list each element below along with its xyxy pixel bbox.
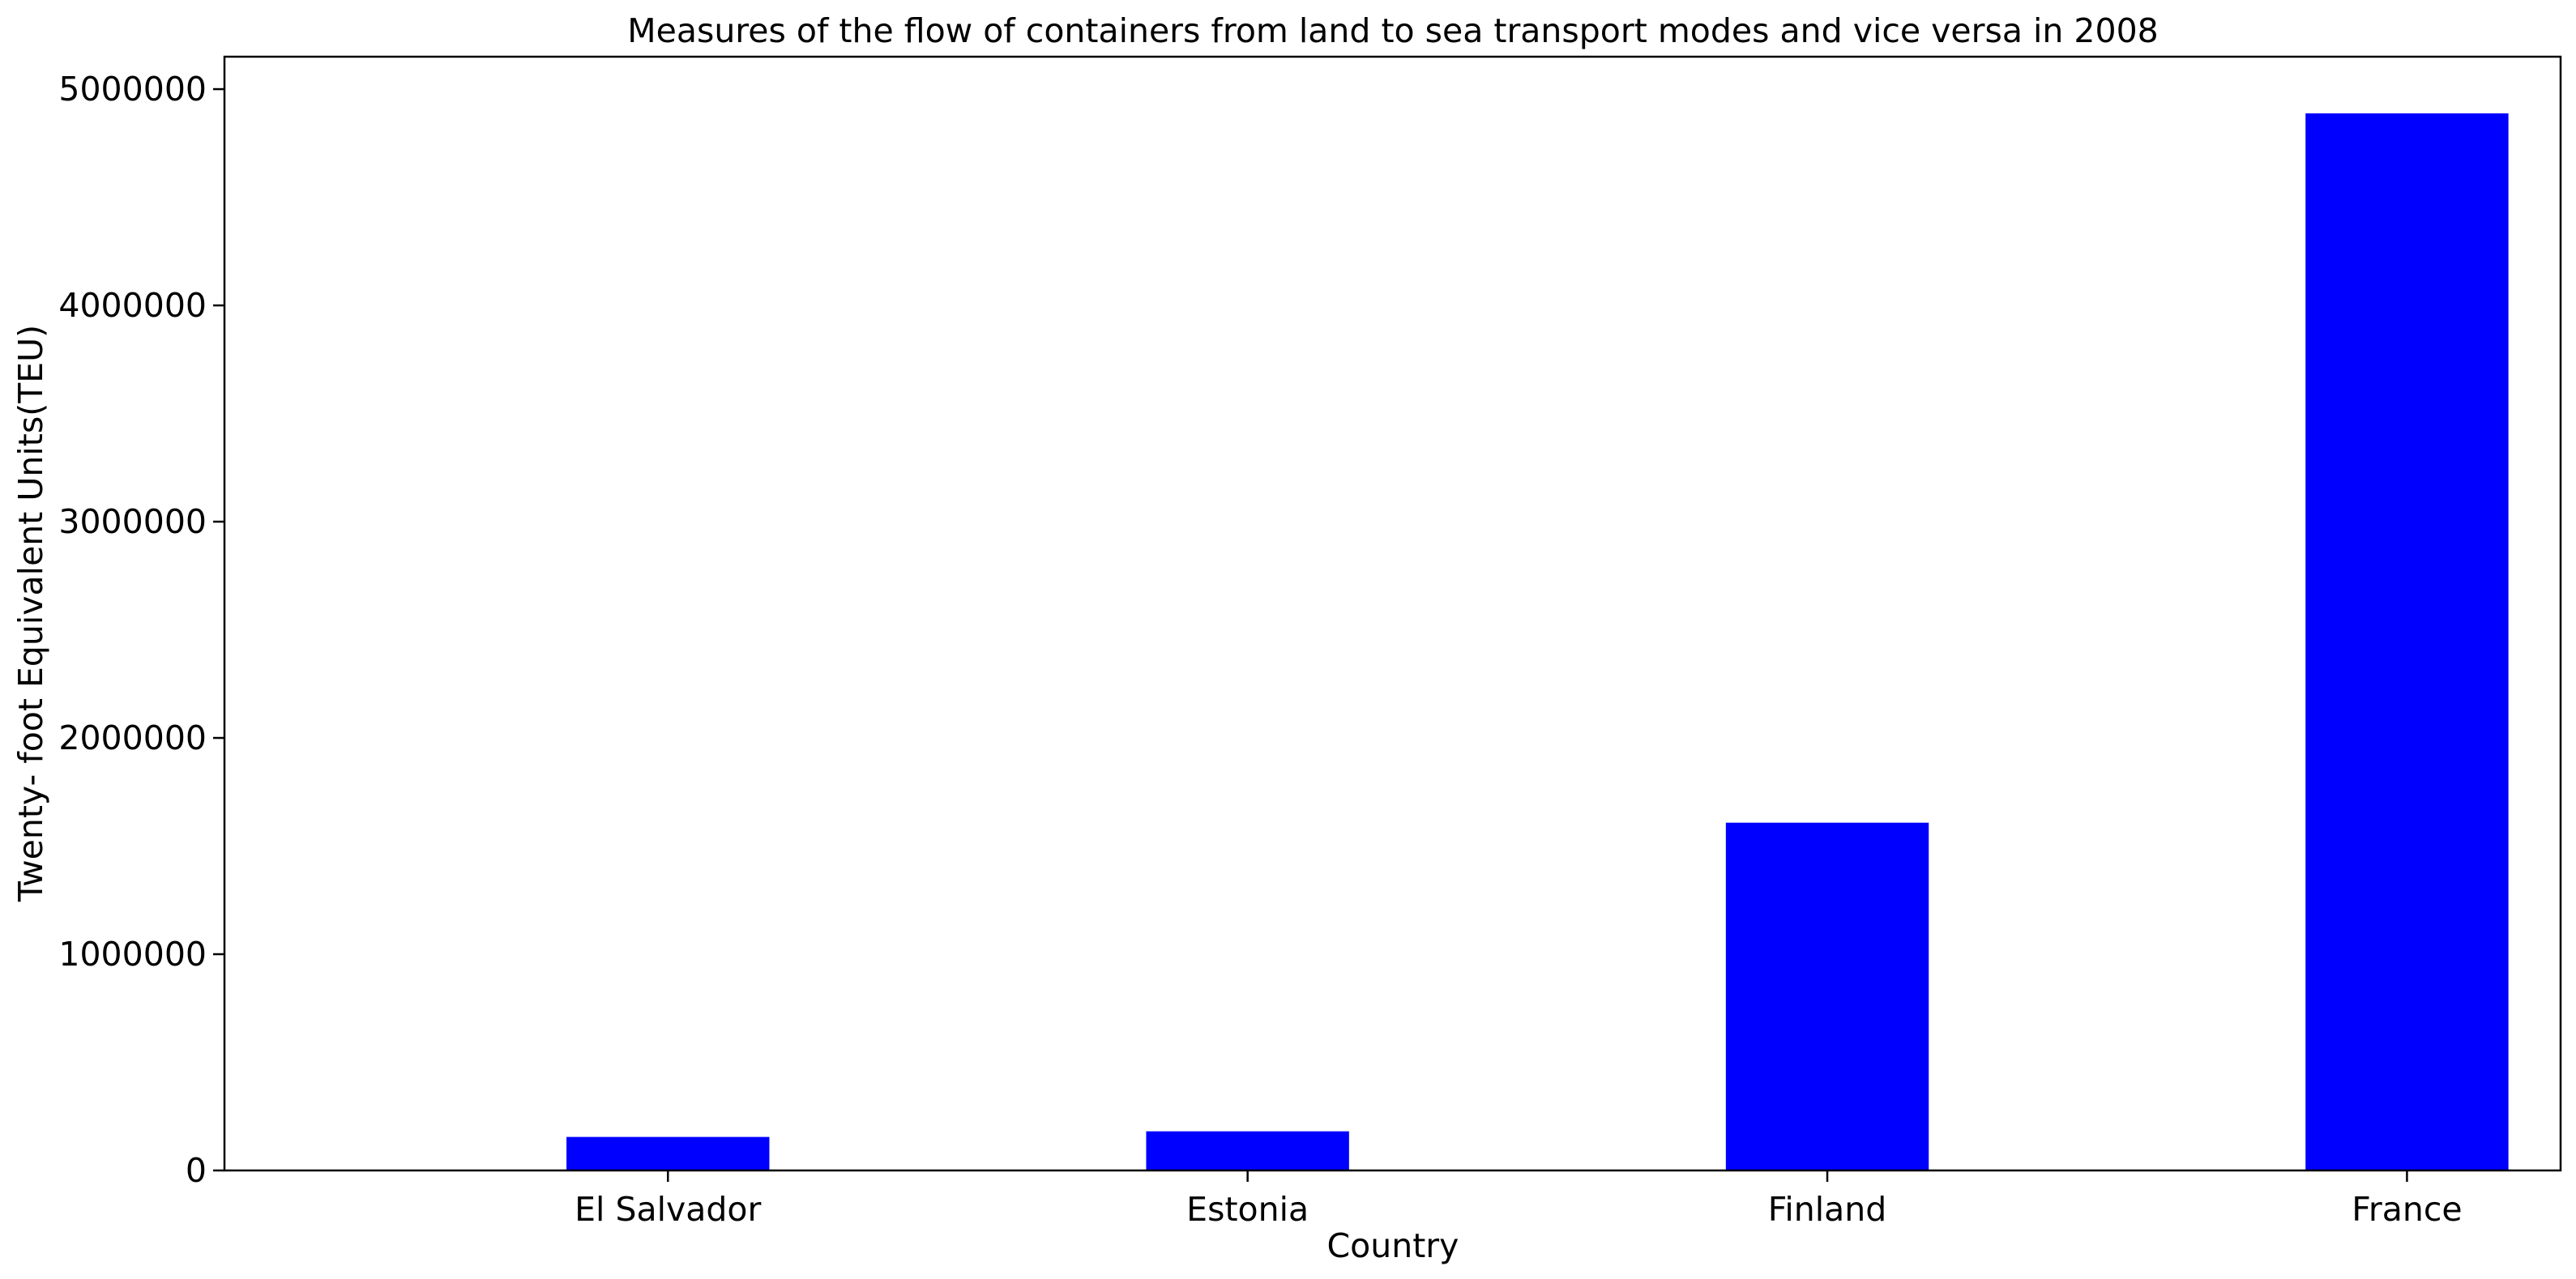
- bar-el-salvador: [566, 1136, 770, 1170]
- bar-finland: [1725, 822, 1929, 1170]
- y-tick-label: 0: [186, 1151, 207, 1190]
- y-tick-label: 5000000: [58, 70, 207, 109]
- y-tick-label: 1000000: [58, 935, 207, 974]
- y-tick-label: 4000000: [58, 286, 207, 325]
- y-axis-ticks: 0 1000000 2000000 3000000 4000000 5000000: [58, 70, 224, 1190]
- bar-france: [2305, 113, 2509, 1171]
- plot-frame: [223, 55, 2562, 1172]
- y-tick-label: 3000000: [58, 502, 207, 541]
- x-tick-label: El Salvador: [575, 1190, 761, 1229]
- x-tick-label: Estonia: [1186, 1190, 1309, 1229]
- chart-title: Measures of the flow of containers from …: [627, 11, 2159, 50]
- x-tick-label: France: [2352, 1190, 2462, 1229]
- y-axis-label: Twenty- foot Equivalent Units(TEU): [11, 325, 50, 902]
- bars: [566, 113, 2509, 1171]
- y-tick-label: 2000000: [58, 718, 207, 757]
- x-tick-label: Finland: [1768, 1190, 1887, 1229]
- x-axis-label: Country: [1327, 1226, 1459, 1265]
- bar-estonia: [1146, 1131, 1349, 1170]
- x-axis-ticks: El Salvador Estonia Finland France: [575, 1170, 2463, 1229]
